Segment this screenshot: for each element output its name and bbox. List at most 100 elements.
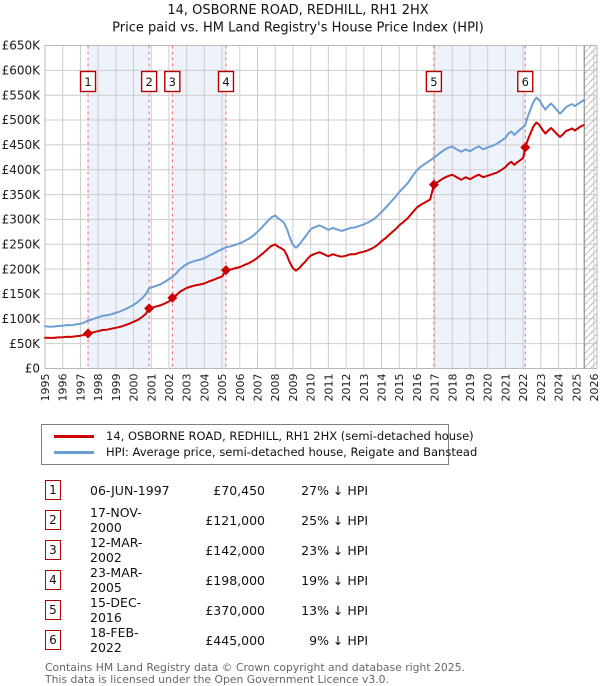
sale-price: £70,450 <box>213 482 265 498</box>
svg-text:£350K: £350K <box>2 188 42 202</box>
legend-hpi-label: HPI: Average price, semi-detached house,… <box>106 445 478 459</box>
svg-text:£550K: £550K <box>2 88 42 102</box>
sale-date: 17-NOV-2000 <box>90 505 142 535</box>
table-row: 5 15-DEC-2016 £370,000 13% ↓ HPI <box>45 595 600 625</box>
sale-date: 23-MAR-2005 <box>90 565 143 595</box>
table-row: 4 23-MAR-2005 £198,000 19% ↓ HPI <box>45 565 600 595</box>
svg-text:£600K: £600K <box>2 64 42 78</box>
svg-text:£50K: £50K <box>9 337 41 351</box>
svg-text:1998: 1998 <box>92 374 105 402</box>
svg-text:2015: 2015 <box>393 374 406 402</box>
svg-text:4: 4 <box>222 75 229 89</box>
svg-text:3: 3 <box>169 75 176 89</box>
chart-legend: 14, OSBORNE ROAD, REDHILL, RH1 2HX (semi… <box>41 424 477 465</box>
svg-text:2022: 2022 <box>517 374 530 402</box>
svg-text:2021: 2021 <box>499 374 512 402</box>
svg-text:2007: 2007 <box>252 374 265 402</box>
svg-text:£400K: £400K <box>2 163 42 177</box>
future-hatch-region <box>583 45 597 369</box>
table-row: 1 06-JUN-1997 £70,450 27% ↓ HPI <box>45 475 600 505</box>
svg-text:2020: 2020 <box>482 374 495 402</box>
svg-text:2026: 2026 <box>588 374 600 402</box>
sale-point-diamond <box>167 292 178 303</box>
svg-text:2009: 2009 <box>287 374 300 402</box>
svg-text:2000: 2000 <box>128 374 141 402</box>
svg-text:2004: 2004 <box>198 374 211 402</box>
sale-date: 18-FEB-2022 <box>90 625 139 655</box>
table-row: 3 12-MAR-2002 £142,000 23% ↓ HPI <box>45 535 600 565</box>
svg-text:2006: 2006 <box>234 374 247 402</box>
svg-text:1: 1 <box>84 75 91 89</box>
svg-text:£150K: £150K <box>2 287 42 301</box>
sale-point-diamond <box>83 328 94 339</box>
svg-text:£0: £0 <box>25 362 40 376</box>
svg-text:1995: 1995 <box>39 374 52 402</box>
sale-point-diamond <box>520 142 531 153</box>
legend-property-label: 14, OSBORNE ROAD, REDHILL, RH1 2HX (semi… <box>106 429 474 443</box>
svg-text:2002: 2002 <box>163 374 176 402</box>
ownership-bands <box>88 45 526 369</box>
svg-text:£200K: £200K <box>2 262 42 276</box>
property-price-line <box>44 121 585 339</box>
sales-table: 1 06-JUN-1997 £70,450 27% ↓ HPI 2 17-NOV… <box>45 475 600 655</box>
table-row: 6 18-FEB-2022 £445,000 9% ↓ HPI <box>45 625 600 655</box>
sale-markers <box>83 142 531 339</box>
sale-vs-hpi: 9% ↓ HPI <box>309 632 368 648</box>
svg-text:6: 6 <box>522 75 529 89</box>
svg-text:2019: 2019 <box>464 374 477 402</box>
sale-number-badge: 5 <box>45 600 61 620</box>
sale-number-badge: 1 <box>45 480 61 500</box>
svg-text:£100K: £100K <box>2 312 42 326</box>
sale-price: £121,000 <box>205 512 265 528</box>
sale-number-badge: 2 <box>45 510 61 530</box>
svg-text:2010: 2010 <box>305 374 318 402</box>
sale-number-badge: 3 <box>45 540 61 560</box>
svg-text:1996: 1996 <box>57 374 70 402</box>
sale-vs-hpi: 27% ↓ HPI <box>301 482 368 498</box>
chart-subtitle: Price paid vs. HM Land Registry's House … <box>112 21 484 36</box>
sale-number-badges: 1 2 3 4 5 6 <box>79 70 534 93</box>
svg-text:1999: 1999 <box>110 374 123 402</box>
sale-date: 06-JUN-1997 <box>90 482 170 498</box>
sale-price: £445,000 <box>205 632 265 648</box>
svg-text:£300K: £300K <box>2 213 42 227</box>
svg-text:2005: 2005 <box>216 374 229 402</box>
svg-text:£500K: £500K <box>2 113 42 127</box>
svg-text:2: 2 <box>145 75 152 89</box>
svg-text:2024: 2024 <box>553 374 566 402</box>
sale-price: £370,000 <box>205 602 265 618</box>
sale-number-badge: 6 <box>45 630 61 650</box>
sale-date: 12-MAR-2002 <box>90 535 143 565</box>
chart-title: 14, OSBORNE ROAD, REDHILL, RH1 2HX <box>167 3 428 18</box>
sale-vs-hpi: 13% ↓ HPI <box>301 602 368 618</box>
svg-text:2023: 2023 <box>535 374 548 402</box>
svg-text:£650K: £650K <box>2 39 42 53</box>
svg-text:2003: 2003 <box>181 374 194 402</box>
y-axis-labels: £0 £50K £100K £150K £200K £250K £300K £350K £400… <box>2 39 42 376</box>
property-line-swatch <box>54 434 94 438</box>
price-chart: 1 2 3 4 5 6 £0 £50K £100K £150K £200K £250K £300K £35… <box>2 3 600 402</box>
sale-point-diamond <box>428 179 439 190</box>
svg-text:2016: 2016 <box>411 374 424 402</box>
svg-text:2013: 2013 <box>358 374 371 402</box>
svg-text:2001: 2001 <box>145 374 158 402</box>
sale-price: £142,000 <box>205 542 265 558</box>
svg-text:5: 5 <box>430 75 437 89</box>
footer-line-1: Contains HM Land Registry data © Crown c… <box>45 661 465 674</box>
license-footer: Contains HM Land Registry data © Crown c… <box>45 662 600 686</box>
svg-text:2011: 2011 <box>322 374 335 402</box>
svg-text:2012: 2012 <box>340 374 353 402</box>
sale-point-diamond <box>144 303 155 314</box>
legend-item-property: 14, OSBORNE ROAD, REDHILL, RH1 2HX (semi… <box>48 428 474 444</box>
svg-text:£250K: £250K <box>2 237 42 251</box>
chart-area: 1 2 3 4 5 6 £0 £50K £100K £150K £200K £250K £300K £35… <box>2 3 600 402</box>
svg-text:2018: 2018 <box>446 374 459 402</box>
sale-number-badge: 4 <box>45 570 61 590</box>
svg-text:£450K: £450K <box>2 138 42 152</box>
svg-text:2017: 2017 <box>429 374 442 402</box>
sale-vs-hpi: 25% ↓ HPI <box>301 512 368 528</box>
sale-date: 15-DEC-2016 <box>90 595 142 625</box>
hpi-line-swatch <box>54 450 94 454</box>
sale-price: £198,000 <box>205 572 265 588</box>
sale-vs-hpi: 23% ↓ HPI <box>301 542 368 558</box>
